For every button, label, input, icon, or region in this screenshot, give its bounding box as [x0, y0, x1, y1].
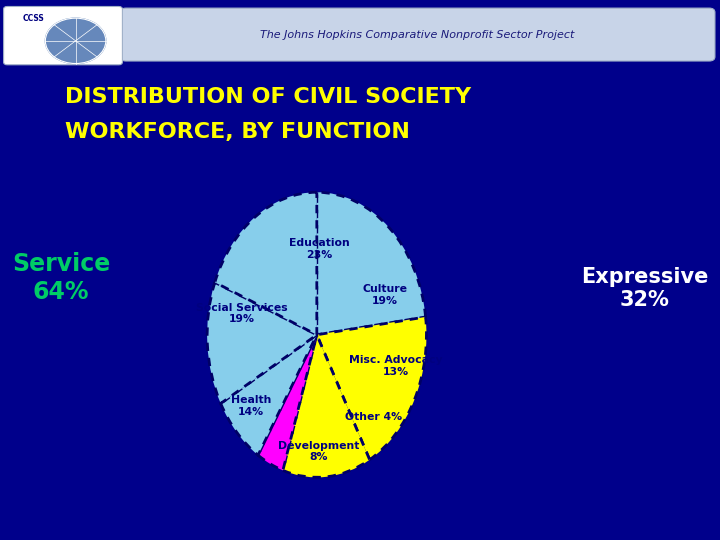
Wedge shape: [317, 192, 426, 335]
Circle shape: [45, 18, 106, 64]
Wedge shape: [207, 282, 317, 403]
FancyBboxPatch shape: [120, 8, 715, 61]
Text: Education
23%: Education 23%: [289, 239, 349, 260]
Text: DISTRIBUTION OF CIVIL SOCIETY: DISTRIBUTION OF CIVIL SOCIETY: [65, 87, 471, 107]
Wedge shape: [317, 317, 426, 460]
Text: Social Services
19%: Social Services 19%: [197, 302, 288, 324]
Text: Development
8%: Development 8%: [279, 441, 360, 462]
Wedge shape: [221, 335, 317, 455]
FancyBboxPatch shape: [4, 6, 122, 65]
Text: Culture
19%: Culture 19%: [362, 284, 408, 306]
Text: The Johns Hopkins Comparative Nonprofit Sector Project: The Johns Hopkins Comparative Nonprofit …: [261, 30, 575, 39]
Text: WORKFORCE, BY FUNCTION: WORKFORCE, BY FUNCTION: [65, 122, 410, 143]
Text: Other 4%: Other 4%: [346, 413, 402, 422]
Wedge shape: [283, 335, 369, 477]
Text: Health
14%: Health 14%: [231, 395, 271, 417]
Wedge shape: [215, 192, 317, 335]
Wedge shape: [258, 335, 317, 470]
Text: Expressive
32%: Expressive 32%: [581, 267, 708, 310]
Text: Misc. Advocacy
13%: Misc. Advocacy 13%: [349, 355, 443, 377]
Text: CCSS: CCSS: [23, 14, 45, 23]
Text: Service
64%: Service 64%: [12, 252, 110, 304]
